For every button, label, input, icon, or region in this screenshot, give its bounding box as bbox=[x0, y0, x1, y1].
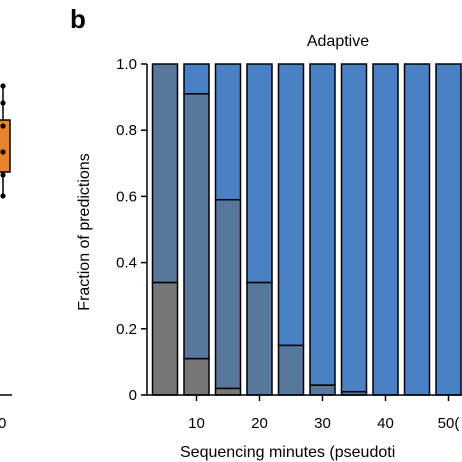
left-panel-point bbox=[0, 100, 6, 106]
bar-segment bbox=[214, 387, 242, 396]
y-tick-label: 0.8 bbox=[116, 122, 137, 139]
x-tick-label: 20 bbox=[251, 415, 268, 432]
x-tick-label: 10 bbox=[188, 415, 205, 432]
plot-area: 0 0.2 0.4 0.6 0.8 1.0 10 20 30 40 50( bbox=[116, 56, 462, 432]
bar-segment bbox=[183, 93, 210, 360]
y-tick-label: 0.2 bbox=[116, 321, 137, 338]
bar-segment bbox=[309, 384, 336, 396]
left-panel-fragment: 0 bbox=[0, 83, 12, 432]
x-tick-label: 30 bbox=[314, 415, 331, 432]
left-panel-x-tick-label: 0 bbox=[0, 415, 6, 432]
y-tick-label: 0.4 bbox=[116, 255, 137, 272]
bar-segment bbox=[246, 281, 273, 396]
x-tick-label: 50( bbox=[438, 415, 460, 432]
panel-letter: b bbox=[70, 4, 86, 34]
bar-segment bbox=[214, 198, 242, 390]
chart-title: Adaptive bbox=[307, 33, 369, 50]
bar-segment bbox=[277, 344, 305, 396]
y-tick-label: 0 bbox=[129, 387, 137, 404]
left-panel-point bbox=[0, 83, 6, 89]
bar-segment bbox=[403, 63, 431, 396]
x-tick-label: 40 bbox=[377, 415, 394, 432]
x-axis-label: Sequencing minutes (pseudoti bbox=[180, 444, 395, 461]
left-panel-point bbox=[0, 149, 6, 155]
bar-segment bbox=[277, 63, 305, 347]
left-panel-box bbox=[0, 119, 11, 173]
bar-segment bbox=[214, 63, 242, 201]
y-tick-label: 0.6 bbox=[116, 188, 137, 205]
bar-segment bbox=[183, 357, 210, 396]
bar-segment bbox=[309, 63, 336, 386]
bar-segment bbox=[183, 63, 210, 95]
bar-segment bbox=[340, 63, 368, 393]
left-panel-point bbox=[0, 172, 6, 178]
y-axis-label: Fraction of predictions bbox=[76, 153, 93, 310]
bar-segment bbox=[435, 63, 462, 396]
left-panel-point bbox=[0, 193, 6, 199]
y-tick-label: 1.0 bbox=[116, 56, 137, 73]
left-panel-point bbox=[0, 123, 6, 129]
bar-segment bbox=[246, 63, 273, 284]
bar-segment bbox=[372, 63, 399, 396]
bar-segment bbox=[151, 281, 179, 396]
bar-segment bbox=[151, 63, 179, 284]
